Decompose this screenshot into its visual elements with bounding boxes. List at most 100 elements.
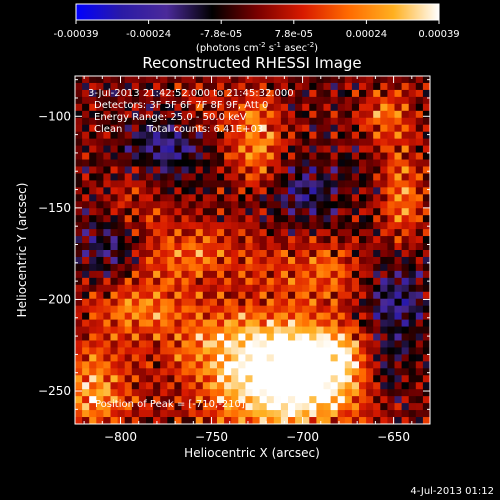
heatmap-cell [309,256,317,265]
heatmap-cell [82,243,90,251]
heatmap-cell [238,103,246,112]
heatmap-cell [82,389,90,397]
heatmap-cell [259,298,268,307]
heatmap-cell [174,76,182,84]
heatmap-cell [103,236,111,244]
heatmap-cell [167,410,175,418]
heatmap-cell [266,236,275,244]
heatmap-cell [401,375,410,383]
heatmap-cell [202,368,211,376]
heatmap-cell [82,326,90,334]
heatmap-cell [89,347,97,355]
heatmap-cell [174,312,182,320]
heatmap-cell [422,354,431,362]
heatmap-cell [224,305,232,314]
heatmap-cell [337,201,346,209]
heatmap-cell [209,361,218,369]
heatmap-cell [96,82,104,91]
heatmap-cell [422,312,431,320]
heatmap-cell [366,270,374,279]
heatmap-cell [351,417,360,425]
heatmap-cell [288,229,296,237]
heatmap-cell [415,305,424,314]
heatmap-cell [309,187,317,195]
heatmap-cell [302,243,310,251]
heatmap-cell [188,333,197,341]
heatmap-cell [252,236,260,244]
heatmap-cell [195,250,204,258]
heatmap-cell [295,410,303,418]
heatmap-cell [245,243,253,251]
heatmap-cell [103,201,111,209]
heatmap-cell [181,347,189,355]
heatmap-cell [351,208,360,216]
heatmap-cell [181,229,189,237]
heatmap-cell [252,89,260,98]
heatmap-cell [401,417,410,425]
heatmap-cell [195,368,204,376]
heatmap-cell [75,215,83,223]
heatmap-cell [394,326,402,334]
heatmap-cell [280,403,289,411]
heatmap-cell [89,361,97,369]
heatmap-cell [280,96,289,105]
heatmap-cell [82,270,90,279]
heatmap-cell [330,326,339,334]
heatmap-cell [408,82,417,91]
heatmap-cell [266,375,275,383]
heatmap-cell [316,340,324,348]
heatmap-cell [224,166,232,174]
heatmap-cell [131,243,140,251]
heatmap-cell [217,347,225,355]
heatmap-cell [238,110,246,119]
heatmap-cell [153,82,161,91]
heatmap-cell [89,152,97,160]
heatmap-cell [415,236,424,244]
heatmap-cell [195,187,204,195]
heatmap-cell [217,368,225,376]
heatmap-cell [82,291,90,300]
heatmap-cell [380,229,388,237]
heatmap-cell [82,76,90,84]
heatmap-cell [252,347,260,355]
heatmap-cell [75,229,83,237]
heatmap-cell [359,82,367,91]
heatmap-cell [202,410,211,418]
heatmap-cell [302,250,310,258]
heatmap-cell [380,256,388,265]
heatmap-cell [273,361,282,369]
heatmap-cell [259,340,268,348]
heatmap-cell [160,96,168,105]
heatmap-cell [302,396,310,404]
heatmap-cell [330,145,339,153]
heatmap-cell [103,347,111,355]
heatmap-cell [337,138,346,146]
heatmap-cell [259,194,268,202]
heatmap-cell [415,124,424,133]
heatmap-cell [401,76,410,84]
heatmap-cell [96,117,104,126]
heatmap-cell [103,180,111,188]
heatmap-cell [231,361,239,369]
heatmap-cell [302,347,310,355]
heatmap-cell [181,354,189,362]
heatmap-cell [174,361,182,369]
heatmap-cell [323,152,331,160]
heatmap-cell [231,76,239,84]
heatmap-cell [188,124,197,133]
heatmap-cell [344,222,353,230]
heatmap-cell [316,354,324,362]
heatmap-cell [401,180,410,188]
heatmap-cell [266,396,275,404]
heatmap-cell [316,291,324,300]
heatmap-cell [188,347,197,355]
heatmap-cell [373,117,381,126]
heatmap-cell [415,103,424,112]
heatmap-cell [231,243,239,251]
heatmap-cell [273,368,282,376]
heatmap-cell [323,410,331,418]
heatmap-cell [75,368,83,376]
heatmap-cell [387,250,395,258]
heatmap-cell [146,389,154,397]
heatmap-cell [231,222,239,230]
